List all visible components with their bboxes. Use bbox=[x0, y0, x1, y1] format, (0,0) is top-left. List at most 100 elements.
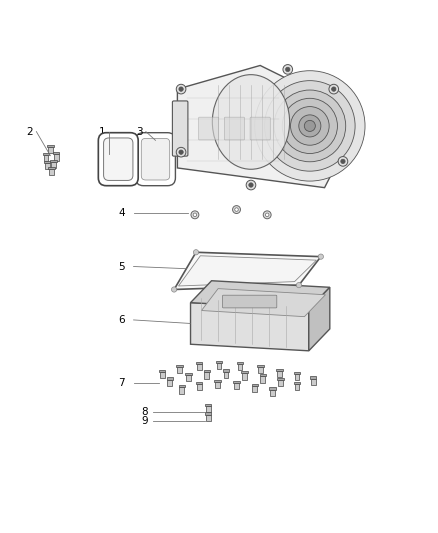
Polygon shape bbox=[174, 252, 321, 289]
Bar bbox=[50, 160, 57, 162]
Circle shape bbox=[283, 64, 293, 74]
Circle shape bbox=[233, 206, 240, 214]
Bar bbox=[44, 161, 50, 163]
Polygon shape bbox=[201, 288, 325, 317]
Bar bbox=[260, 374, 266, 376]
Bar bbox=[47, 145, 53, 147]
Bar bbox=[177, 367, 182, 374]
Bar bbox=[294, 374, 300, 381]
Text: 6: 6 bbox=[118, 315, 125, 325]
Bar bbox=[215, 382, 220, 388]
Bar bbox=[215, 380, 221, 382]
Circle shape bbox=[329, 84, 339, 94]
FancyBboxPatch shape bbox=[250, 117, 270, 140]
Bar bbox=[237, 364, 243, 370]
Bar bbox=[204, 373, 209, 378]
Circle shape bbox=[249, 183, 253, 187]
Bar bbox=[270, 390, 275, 395]
Bar bbox=[311, 378, 316, 385]
Bar bbox=[242, 374, 247, 379]
Bar bbox=[258, 367, 263, 374]
Circle shape bbox=[265, 80, 355, 171]
Circle shape bbox=[265, 213, 269, 216]
Bar bbox=[252, 386, 258, 392]
Bar bbox=[223, 372, 229, 378]
Circle shape bbox=[318, 254, 323, 259]
Bar bbox=[276, 369, 283, 371]
Circle shape bbox=[332, 87, 336, 91]
Bar bbox=[277, 371, 282, 377]
Bar bbox=[179, 385, 185, 387]
Polygon shape bbox=[191, 303, 309, 351]
Bar bbox=[294, 382, 300, 384]
Circle shape bbox=[194, 249, 198, 255]
Bar bbox=[205, 415, 211, 421]
Polygon shape bbox=[177, 66, 361, 188]
Bar bbox=[48, 147, 53, 154]
Bar bbox=[159, 370, 165, 372]
Bar bbox=[186, 375, 191, 381]
Bar bbox=[45, 163, 50, 169]
Bar bbox=[260, 376, 265, 383]
Circle shape bbox=[176, 147, 186, 157]
Circle shape bbox=[235, 208, 238, 211]
FancyBboxPatch shape bbox=[99, 133, 138, 185]
Text: 5: 5 bbox=[118, 262, 125, 271]
Circle shape bbox=[179, 150, 183, 155]
Circle shape bbox=[246, 180, 256, 190]
Bar bbox=[216, 363, 222, 369]
Bar bbox=[159, 372, 165, 378]
FancyBboxPatch shape bbox=[173, 101, 188, 156]
Bar bbox=[205, 406, 211, 412]
Bar bbox=[179, 387, 184, 393]
Bar bbox=[223, 369, 229, 372]
FancyBboxPatch shape bbox=[103, 138, 133, 181]
Circle shape bbox=[338, 157, 348, 166]
FancyBboxPatch shape bbox=[223, 295, 277, 308]
Text: 1: 1 bbox=[99, 127, 105, 136]
Bar bbox=[185, 373, 191, 375]
Bar bbox=[278, 380, 283, 386]
Bar bbox=[233, 381, 240, 383]
Bar bbox=[294, 372, 300, 374]
Bar bbox=[205, 413, 211, 415]
Bar bbox=[167, 379, 173, 386]
Circle shape bbox=[290, 107, 329, 145]
Text: 2: 2 bbox=[26, 127, 33, 136]
Circle shape bbox=[254, 71, 365, 181]
Bar bbox=[258, 365, 264, 367]
Text: 7: 7 bbox=[118, 378, 125, 388]
Ellipse shape bbox=[212, 75, 290, 169]
Bar bbox=[294, 384, 300, 390]
Text: 8: 8 bbox=[141, 407, 148, 417]
Bar bbox=[167, 377, 173, 379]
Circle shape bbox=[193, 213, 197, 216]
Bar bbox=[49, 167, 55, 169]
Bar bbox=[53, 152, 59, 155]
FancyBboxPatch shape bbox=[141, 139, 170, 180]
FancyBboxPatch shape bbox=[135, 133, 175, 185]
Bar bbox=[237, 362, 243, 364]
Circle shape bbox=[296, 282, 301, 288]
Circle shape bbox=[286, 67, 290, 71]
Circle shape bbox=[191, 211, 199, 219]
FancyBboxPatch shape bbox=[224, 117, 244, 140]
Circle shape bbox=[171, 287, 177, 292]
Polygon shape bbox=[191, 281, 330, 309]
Text: 4: 4 bbox=[118, 208, 125, 218]
Text: 3: 3 bbox=[136, 127, 142, 136]
Bar bbox=[196, 362, 202, 364]
Bar bbox=[205, 403, 211, 406]
Bar bbox=[310, 376, 316, 378]
Bar bbox=[49, 169, 54, 175]
Circle shape bbox=[282, 98, 337, 154]
Circle shape bbox=[341, 159, 345, 164]
Bar bbox=[53, 155, 59, 160]
Bar bbox=[196, 382, 202, 384]
Bar bbox=[234, 383, 239, 389]
Circle shape bbox=[274, 90, 346, 162]
Polygon shape bbox=[309, 287, 330, 351]
Bar bbox=[277, 378, 283, 380]
Circle shape bbox=[179, 87, 183, 91]
Bar bbox=[252, 384, 258, 386]
